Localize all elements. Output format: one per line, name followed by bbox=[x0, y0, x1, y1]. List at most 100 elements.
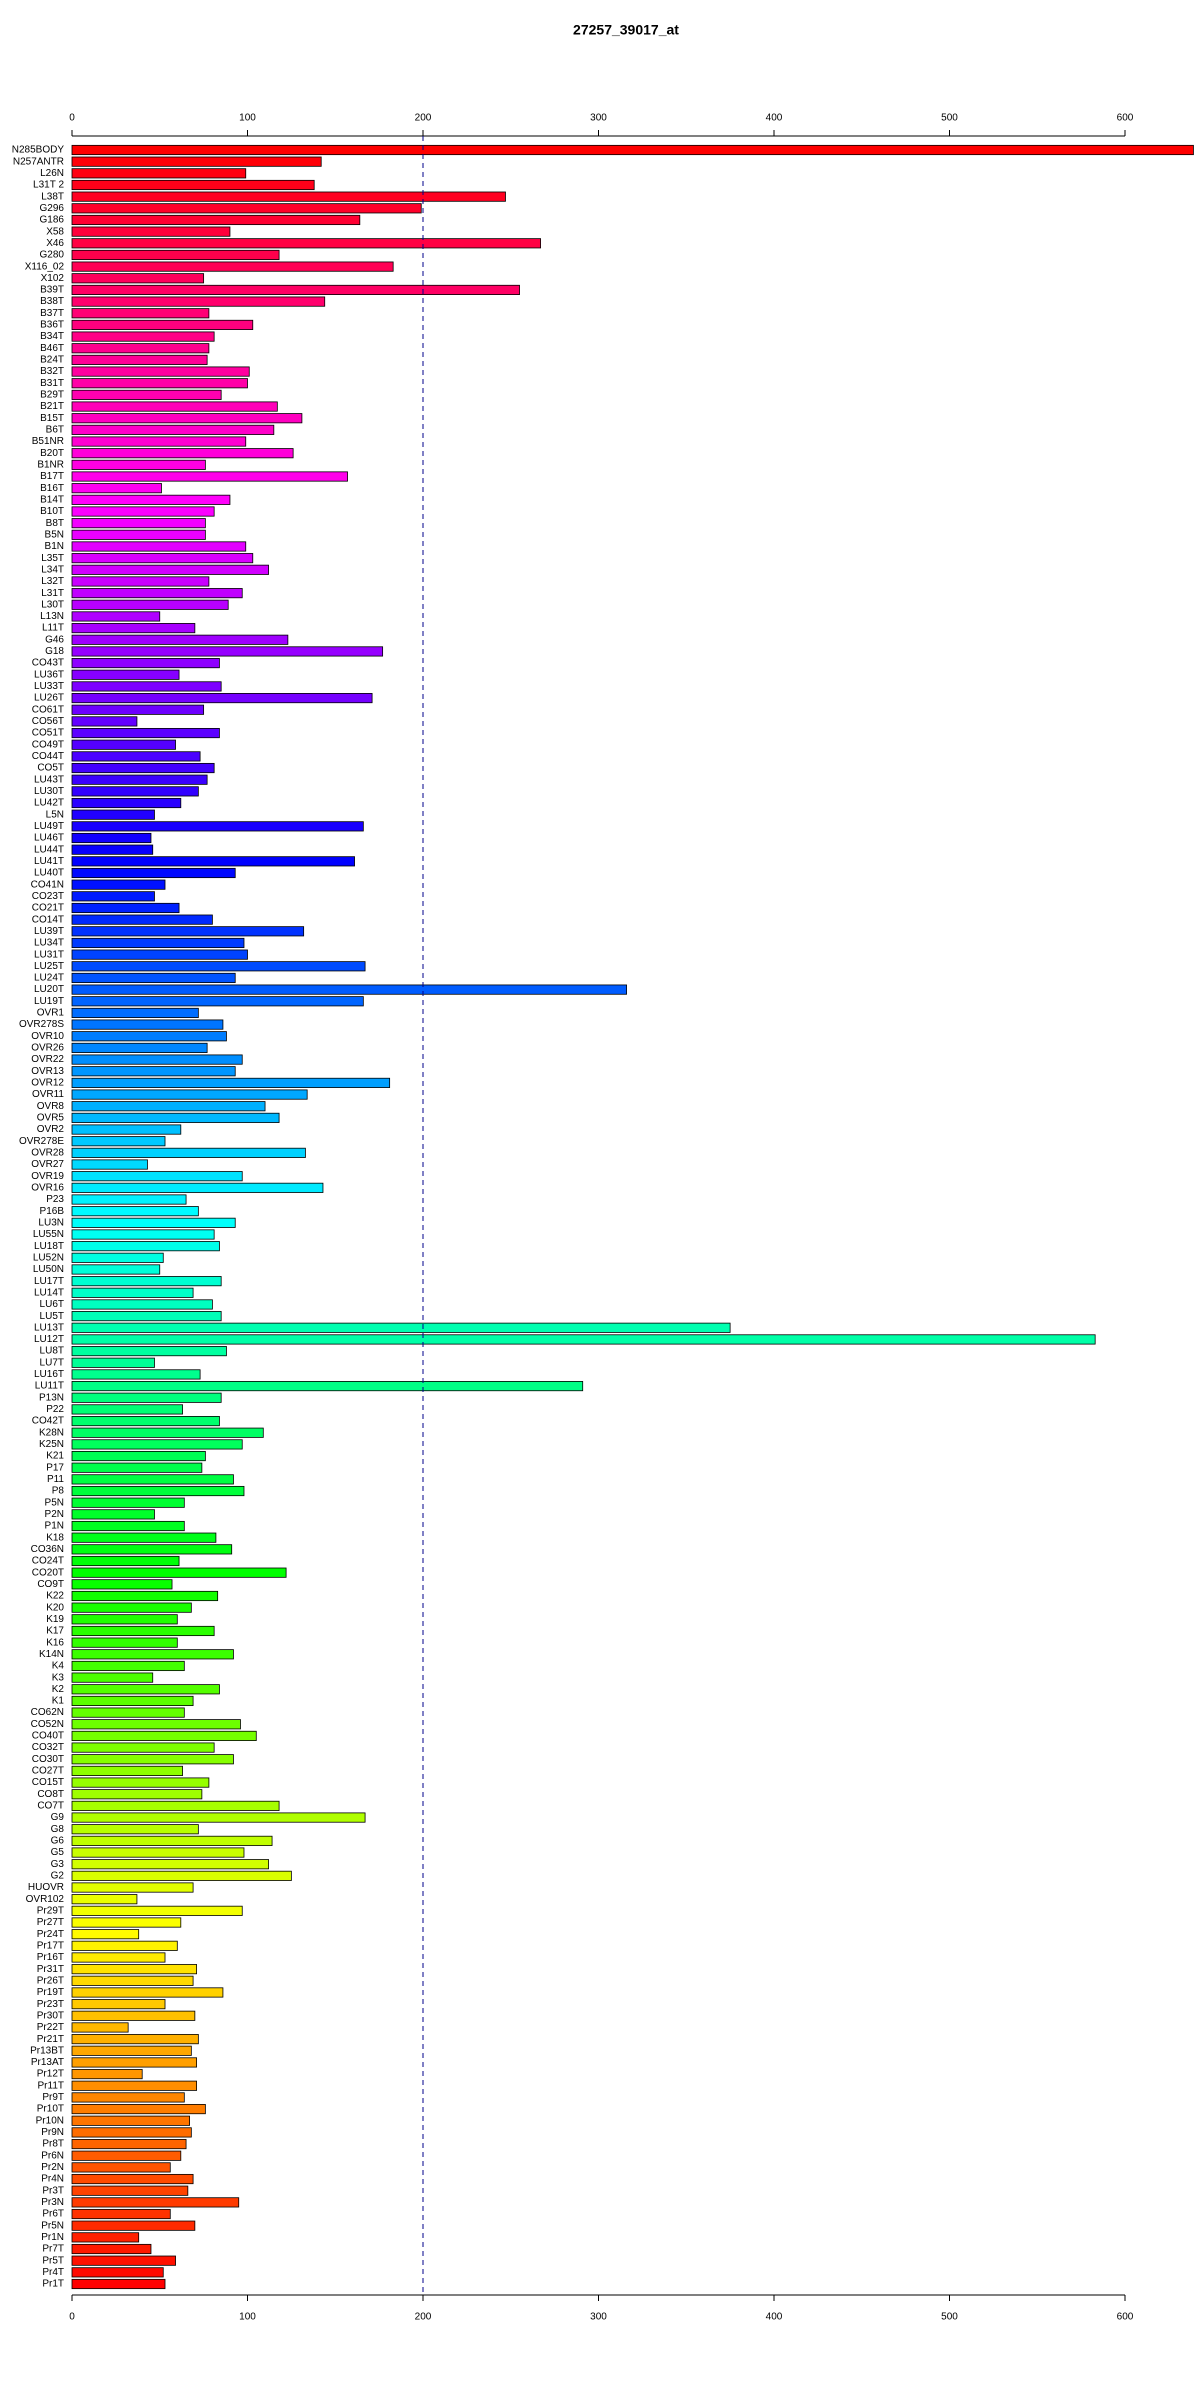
bar bbox=[71, 949, 248, 960]
y-tick-label: CO14T bbox=[32, 914, 64, 925]
y-tick-label: CO41N bbox=[31, 879, 64, 890]
y-tick-label: OVR13 bbox=[31, 1066, 64, 1077]
y-tick-label: L35T bbox=[41, 553, 64, 564]
bar bbox=[71, 366, 250, 377]
bar bbox=[71, 2010, 196, 2021]
bar bbox=[71, 471, 348, 482]
bar bbox=[71, 1031, 227, 1042]
y-tick-label: Pr10T bbox=[37, 2104, 64, 2115]
y-tick-label: LU33T bbox=[34, 681, 64, 692]
y-tick-label: P17 bbox=[46, 1462, 64, 1473]
x-tick-label: 100 bbox=[239, 2312, 256, 2323]
y-tick-label: CO42T bbox=[32, 1416, 64, 1427]
y-tick-label: CO15T bbox=[32, 1777, 64, 1788]
y-tick-label: CO5T bbox=[37, 763, 64, 774]
y-tick-label: G186 bbox=[40, 215, 65, 226]
bar bbox=[71, 1602, 192, 1613]
bar bbox=[71, 1381, 584, 1392]
y-tick-label: K22 bbox=[46, 1591, 64, 1602]
y-tick-label: K3 bbox=[52, 1672, 65, 1683]
x-tick-label: 100 bbox=[239, 113, 256, 124]
y-tick-label: OVR12 bbox=[31, 1078, 64, 1089]
y-tick-label: B6T bbox=[46, 425, 64, 436]
y-tick-label: OVR5 bbox=[37, 1113, 65, 1124]
y-tick-label: B39T bbox=[40, 285, 64, 296]
y-tick-label: X46 bbox=[46, 238, 64, 249]
bar bbox=[71, 1171, 243, 1182]
y-tick-label: B5N bbox=[45, 529, 64, 540]
y-tick-label: Pr16T bbox=[37, 1952, 64, 1963]
y-tick-label: K19 bbox=[46, 1614, 64, 1625]
bar bbox=[71, 518, 206, 529]
y-tick-label: Pr7T bbox=[42, 2244, 64, 2255]
bar bbox=[71, 494, 231, 505]
y-tick-label: K28N bbox=[39, 1427, 64, 1438]
bar bbox=[71, 483, 162, 494]
bar bbox=[71, 2080, 198, 2091]
bar bbox=[71, 623, 196, 634]
y-tick-label: L26N bbox=[40, 168, 64, 179]
bar bbox=[71, 156, 322, 167]
bar bbox=[71, 1229, 215, 1240]
y-tick-label: P23 bbox=[46, 1194, 64, 1205]
y-tick-label: B14T bbox=[40, 494, 64, 505]
y-tick-label: LU55N bbox=[33, 1229, 64, 1240]
y-tick-label: Pr31T bbox=[37, 1964, 64, 1975]
y-tick-label: OVR102 bbox=[26, 1894, 65, 1905]
bar bbox=[71, 1369, 201, 1380]
x-tick-label: 500 bbox=[941, 2312, 958, 2323]
bar bbox=[71, 564, 269, 575]
y-tick-label: Pr3N bbox=[41, 2197, 64, 2208]
bar bbox=[71, 1485, 245, 1497]
y-tick-label: L38T bbox=[41, 191, 64, 202]
y-tick-label: Pr13AT bbox=[31, 2057, 64, 2068]
bar bbox=[71, 879, 166, 890]
y-tick-label: L34T bbox=[41, 564, 64, 575]
bar bbox=[71, 1077, 391, 1088]
y-tick-label: LU20T bbox=[34, 984, 64, 995]
y-tick-label: B36T bbox=[40, 320, 64, 331]
y-tick-label: Pr26T bbox=[37, 1975, 64, 1986]
bar bbox=[71, 693, 373, 704]
y-tick-label: CO27T bbox=[32, 1766, 64, 1777]
y-tick-label: Pr13BT bbox=[30, 2045, 64, 2056]
bar bbox=[71, 1276, 222, 1287]
y-tick-label: LU30T bbox=[34, 786, 64, 797]
y-tick-label: CO40T bbox=[32, 1731, 64, 1742]
bar bbox=[71, 2127, 192, 2138]
bar bbox=[71, 168, 247, 179]
y-tick-label: LU42T bbox=[34, 798, 64, 809]
bar bbox=[71, 1462, 203, 1473]
bar bbox=[71, 2243, 152, 2255]
bar bbox=[71, 343, 210, 354]
y-tick-label: LU14T bbox=[34, 1287, 64, 1298]
bar bbox=[71, 1136, 166, 1147]
bar bbox=[71, 144, 1194, 156]
bar bbox=[71, 658, 220, 669]
y-tick-label: B51NR bbox=[32, 436, 64, 447]
y-tick-label: Pr22T bbox=[37, 2022, 64, 2033]
bar bbox=[71, 1800, 280, 1811]
bar bbox=[71, 1101, 266, 1112]
bar bbox=[71, 1147, 306, 1158]
bar bbox=[71, 1567, 287, 1578]
y-tick-label: P11 bbox=[47, 1474, 64, 1485]
x-tick-label: 500 bbox=[941, 113, 958, 124]
bar bbox=[71, 937, 245, 949]
y-tick-label: B24T bbox=[40, 355, 64, 366]
bar bbox=[71, 1987, 224, 1998]
y-tick-label: OVR10 bbox=[31, 1031, 64, 1042]
y-tick-label: B10T bbox=[40, 506, 64, 517]
y-tick-label: X102 bbox=[41, 273, 65, 284]
bar bbox=[71, 984, 627, 995]
y-tick-label: B46T bbox=[40, 343, 64, 354]
y-tick-label: K17 bbox=[46, 1626, 64, 1637]
y-tick-label: B1N bbox=[45, 541, 64, 552]
bar bbox=[71, 1544, 233, 1555]
y-tick-label: CO20T bbox=[32, 1567, 64, 1578]
y-tick-label: CO43T bbox=[32, 658, 64, 669]
y-tick-label: G3 bbox=[51, 1859, 65, 1870]
y-tick-label: L30T bbox=[41, 599, 64, 610]
bar bbox=[71, 762, 215, 774]
bar bbox=[71, 1730, 257, 1741]
